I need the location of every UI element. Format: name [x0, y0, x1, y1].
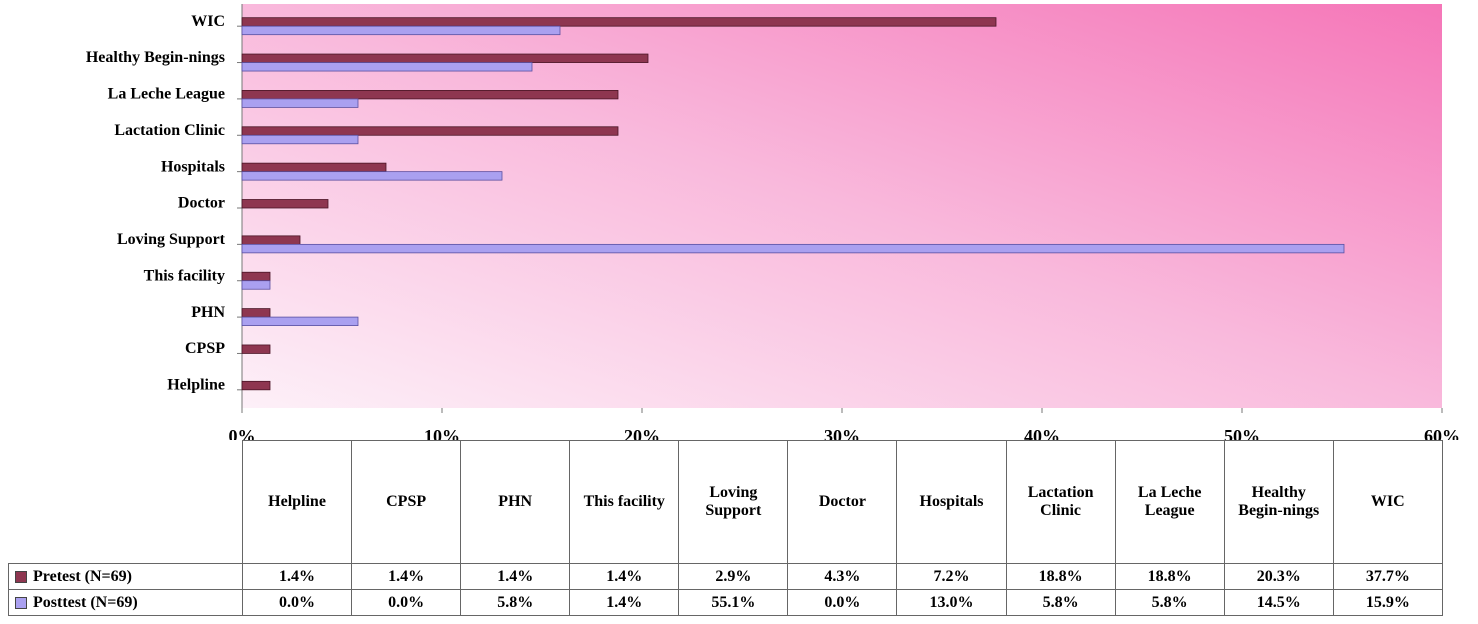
table-cell: 20.3% — [1223, 563, 1334, 590]
x-tick-label: 30% — [824, 426, 860, 440]
row-legend: Pretest (N=69) — [8, 563, 243, 590]
table-cell: 37.7% — [1332, 563, 1443, 590]
table-header: La Leche League — [1114, 440, 1225, 564]
table-cell: 0.0% — [351, 589, 462, 616]
bar — [241, 62, 533, 72]
bar — [241, 344, 271, 354]
y-tick-label: PHN — [191, 304, 225, 321]
table-cell: 5.8% — [460, 589, 571, 616]
y-tick-label: This facility — [144, 267, 225, 284]
table-cell: 0.0% — [241, 589, 353, 616]
bar — [241, 53, 649, 63]
table-cell: 14.5% — [1223, 589, 1334, 616]
bar — [241, 380, 271, 391]
table-header: Healthy Begin-nings — [1223, 440, 1334, 564]
table-cell: 0.0% — [787, 589, 898, 616]
table-header: This facility — [569, 440, 680, 564]
x-tick-label: 50% — [1224, 426, 1260, 440]
y-tick-label: Lactation Clinic — [114, 122, 225, 139]
bar — [241, 308, 271, 318]
bar — [241, 199, 329, 209]
table-cell: 7.2% — [896, 563, 1007, 590]
legend-swatch — [15, 596, 27, 609]
table-header: Doctor — [787, 440, 898, 564]
table-header: Loving Support — [678, 440, 789, 564]
table-cell: 2.9% — [678, 563, 789, 590]
x-tick-label: 0% — [229, 426, 256, 440]
table-row: Posttest (N=69) 0.0% 0.0% 5.8% 1.4% 55.1% 0.0%… — [8, 589, 1443, 616]
legend-swatch — [15, 570, 27, 583]
table-cell: 55.1% — [678, 589, 789, 616]
y-tick-label: CPSP — [185, 340, 225, 357]
y-tick-label: La Leche League — [108, 86, 225, 103]
x-tick-label: 20% — [624, 426, 660, 440]
bar — [241, 271, 271, 282]
table-cell: 18.8% — [1005, 563, 1116, 590]
table-cell: 4.3% — [787, 563, 898, 590]
table-cell: 15.9% — [1332, 589, 1443, 616]
table-header: CPSP — [351, 440, 462, 564]
table-cell: 5.8% — [1005, 589, 1116, 616]
table-cell: 1.4% — [241, 563, 353, 590]
bar — [241, 280, 271, 290]
y-tick-label: Hospitals — [161, 158, 225, 175]
table-cell: 1.4% — [569, 563, 680, 590]
bar — [241, 235, 301, 245]
x-tick-label: 60% — [1424, 426, 1460, 440]
bar — [241, 162, 387, 173]
row-legend: Posttest (N=69) — [8, 589, 243, 616]
data-table: Helpline CPSP PHN This facility Loving Suppo… — [8, 440, 1443, 616]
y-tick-label: Loving Support — [117, 231, 226, 248]
table-header: PHN — [460, 440, 571, 564]
bar — [241, 25, 561, 36]
chart: 0% 10% 20% 30% 40% 50% 60% Helpline CPSP PHN This … — [86, 4, 1460, 440]
table-header: Helpline — [241, 440, 353, 564]
table-header: Lactation Clinic — [1005, 440, 1116, 564]
bar — [241, 316, 359, 326]
bar — [241, 98, 359, 108]
bar — [241, 17, 997, 27]
table-cell: 18.8% — [1114, 563, 1225, 590]
bar — [241, 243, 1345, 254]
table-cell: 13.0% — [896, 589, 1007, 616]
bar — [241, 134, 359, 145]
table-cell: 1.4% — [569, 589, 680, 616]
y-tick-label: Healthy Begin-nings — [86, 49, 225, 66]
table-header: WIC — [1332, 440, 1443, 564]
legend-label: Pretest (N=69) — [33, 567, 132, 585]
y-tick-label: WIC — [191, 13, 225, 30]
table-header: Hospitals — [896, 440, 1007, 564]
x-tick-label: 10% — [424, 426, 460, 440]
legend-label: Posttest (N=69) — [33, 593, 138, 611]
y-tick-label: Doctor — [178, 195, 225, 212]
table-cell: 1.4% — [460, 563, 571, 590]
table-cell: 1.4% — [351, 563, 462, 590]
y-tick-label: Helpline — [167, 376, 225, 393]
corner — [8, 440, 243, 564]
table-cell: 5.8% — [1114, 589, 1225, 616]
x-tick-label: 40% — [1024, 426, 1060, 440]
bar — [241, 90, 619, 100]
table-row: Pretest (N=69) 1.4% 1.4% 1.4% 1.4% 2.9% 4.3% 7.… — [8, 563, 1443, 590]
bar — [241, 171, 503, 181]
bar — [241, 126, 619, 136]
